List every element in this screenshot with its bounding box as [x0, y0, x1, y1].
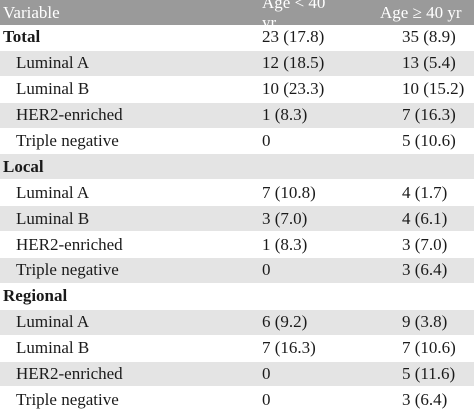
cell-age-under-40: 6 (9.2) [262, 312, 308, 332]
table-row: HER2-enriched 1 (8.3) 3 (7.0) [0, 232, 474, 259]
table-header: Variable Age < 40 yr Age ≥ 40 yr [0, 0, 474, 32]
header-variable: Variable [3, 2, 60, 22]
row-label: Luminal B [16, 79, 90, 99]
cell-age-under-40: 0 [262, 364, 271, 384]
table-row: Total 23 (17.8) 35 (8.9) [0, 25, 474, 51]
cell-age-under-40: 0 [262, 260, 271, 280]
row-label: HER2-enriched [16, 105, 123, 125]
cell-age-40-plus: 3 (6.4) [402, 389, 448, 409]
table-row: Triple negative 0 5 (10.6) [0, 129, 474, 155]
row-label: Regional [3, 286, 68, 306]
cell-age-40-plus: 9 (3.8) [402, 312, 448, 332]
table-row: Luminal B 3 (7.0) 4 (6.1) [0, 206, 474, 233]
row-label: Total [3, 27, 41, 47]
table-row: Regional [0, 284, 474, 310]
row-label: Luminal B [16, 208, 90, 228]
header-age-40-plus: Age ≥ 40 yr [380, 2, 462, 22]
cell-age-under-40: 3 (7.0) [262, 208, 308, 228]
cell-age-40-plus: 35 (8.9) [402, 27, 456, 47]
cell-age-under-40: 12 (18.5) [262, 53, 325, 73]
cell-age-under-40: 1 (8.3) [262, 234, 308, 254]
cell-age-under-40: 7 (10.8) [262, 182, 316, 202]
cell-age-under-40: 23 (17.8) [262, 27, 325, 47]
table-row: HER2-enriched 0 5 (11.6) [0, 361, 474, 388]
row-label: Luminal A [16, 312, 90, 332]
table-row: Luminal B 10 (23.3) 10 (15.2) [0, 77, 474, 103]
row-label: Luminal B [16, 338, 90, 358]
header-age-under-40: Age < 40 yr [262, 0, 326, 32]
row-label: Luminal A [16, 182, 90, 202]
table-row: Triple negative 0 3 (6.4) [0, 258, 474, 284]
cell-age-40-plus: 5 (10.6) [402, 131, 456, 150]
cell-age-40-plus: 5 (11.6) [402, 364, 456, 384]
cell-age-40-plus: 10 (15.2) [402, 79, 465, 99]
row-label: HER2-enriched [16, 364, 123, 384]
cell-age-under-40: 1 (8.3) [262, 105, 308, 125]
cell-age-40-plus: 3 (6.4) [402, 260, 448, 280]
table-row: Luminal B 7 (16.3) 7 (10.6) [0, 336, 474, 362]
cell-age-40-plus: 13 (5.4) [402, 53, 456, 73]
row-label: Luminal A [16, 53, 90, 73]
row-label: HER2-enriched [16, 234, 123, 254]
cell-age-under-40: 10 (23.3) [262, 79, 325, 99]
cell-age-under-40: 0 [262, 389, 271, 409]
row-label: Triple negative [16, 260, 119, 280]
table-row: Luminal A 12 (18.5) 13 (5.4) [0, 50, 474, 77]
table-row: Luminal A 6 (9.2) 9 (3.8) [0, 309, 474, 336]
table-row: Luminal A 7 (10.8) 4 (1.7) [0, 180, 474, 207]
row-label: Local [3, 156, 44, 176]
cell-age-under-40: 0 [262, 131, 271, 150]
row-label: Triple negative [16, 389, 119, 409]
table-row: HER2-enriched 1 (8.3) 7 (16.3) [0, 102, 474, 129]
cell-age-under-40: 7 (16.3) [262, 338, 316, 358]
cell-age-40-plus: 3 (7.0) [402, 234, 448, 254]
cell-age-40-plus: 4 (6.1) [402, 208, 448, 228]
row-label: Triple negative [16, 131, 119, 150]
table-row: Local [0, 154, 474, 181]
cell-age-40-plus: 4 (1.7) [402, 182, 448, 202]
cell-age-40-plus: 7 (16.3) [402, 105, 456, 125]
table-row: Triple negative 0 3 (6.4) [0, 387, 474, 414]
cell-age-40-plus: 7 (10.6) [402, 338, 456, 358]
